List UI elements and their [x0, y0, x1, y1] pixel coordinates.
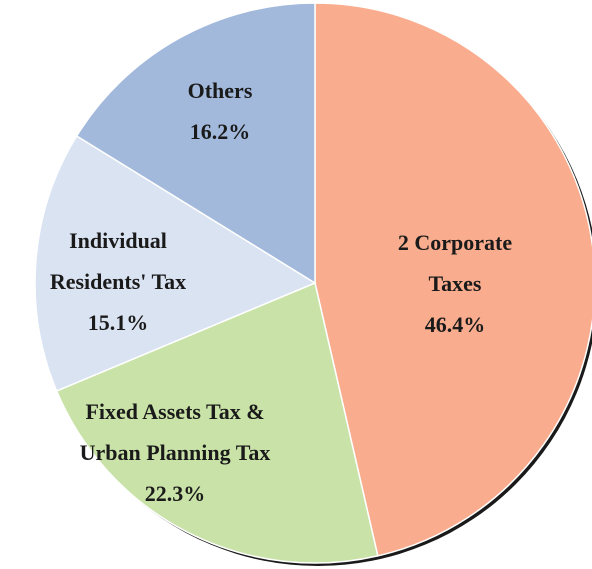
pie-slice: [34, 134, 317, 392]
slice-label: Fixed Assets Tax & Urban Planning Tax 22.3…: [80, 399, 271, 506]
slice-label-line: Urban Planning Tax: [80, 440, 271, 465]
slice-label-line: Taxes: [429, 271, 482, 296]
slice-label-line: 2 Corporate: [398, 230, 512, 255]
slice-label-line: Individual: [69, 228, 167, 253]
slice-label: Individual Residents' Tax 15.1%: [50, 228, 186, 335]
value-label: 22.3%: [145, 481, 206, 506]
slice-label-line: Fixed Assets Tax &: [85, 399, 264, 424]
value-label: 16.2%: [190, 119, 251, 144]
pie-slice: [55, 281, 379, 564]
pie-slice: [314, 2, 592, 557]
slice-label: 2 Corporate Taxes 46.4%: [398, 230, 512, 337]
value-label: 15.1%: [88, 310, 149, 335]
pie-slice: [75, 2, 316, 285]
slice-label: Others 16.2%: [188, 78, 253, 144]
value-label: 46.4%: [425, 312, 486, 337]
slice-label-line: Residents' Tax: [50, 269, 186, 294]
slice-label-line: Others: [188, 78, 253, 103]
